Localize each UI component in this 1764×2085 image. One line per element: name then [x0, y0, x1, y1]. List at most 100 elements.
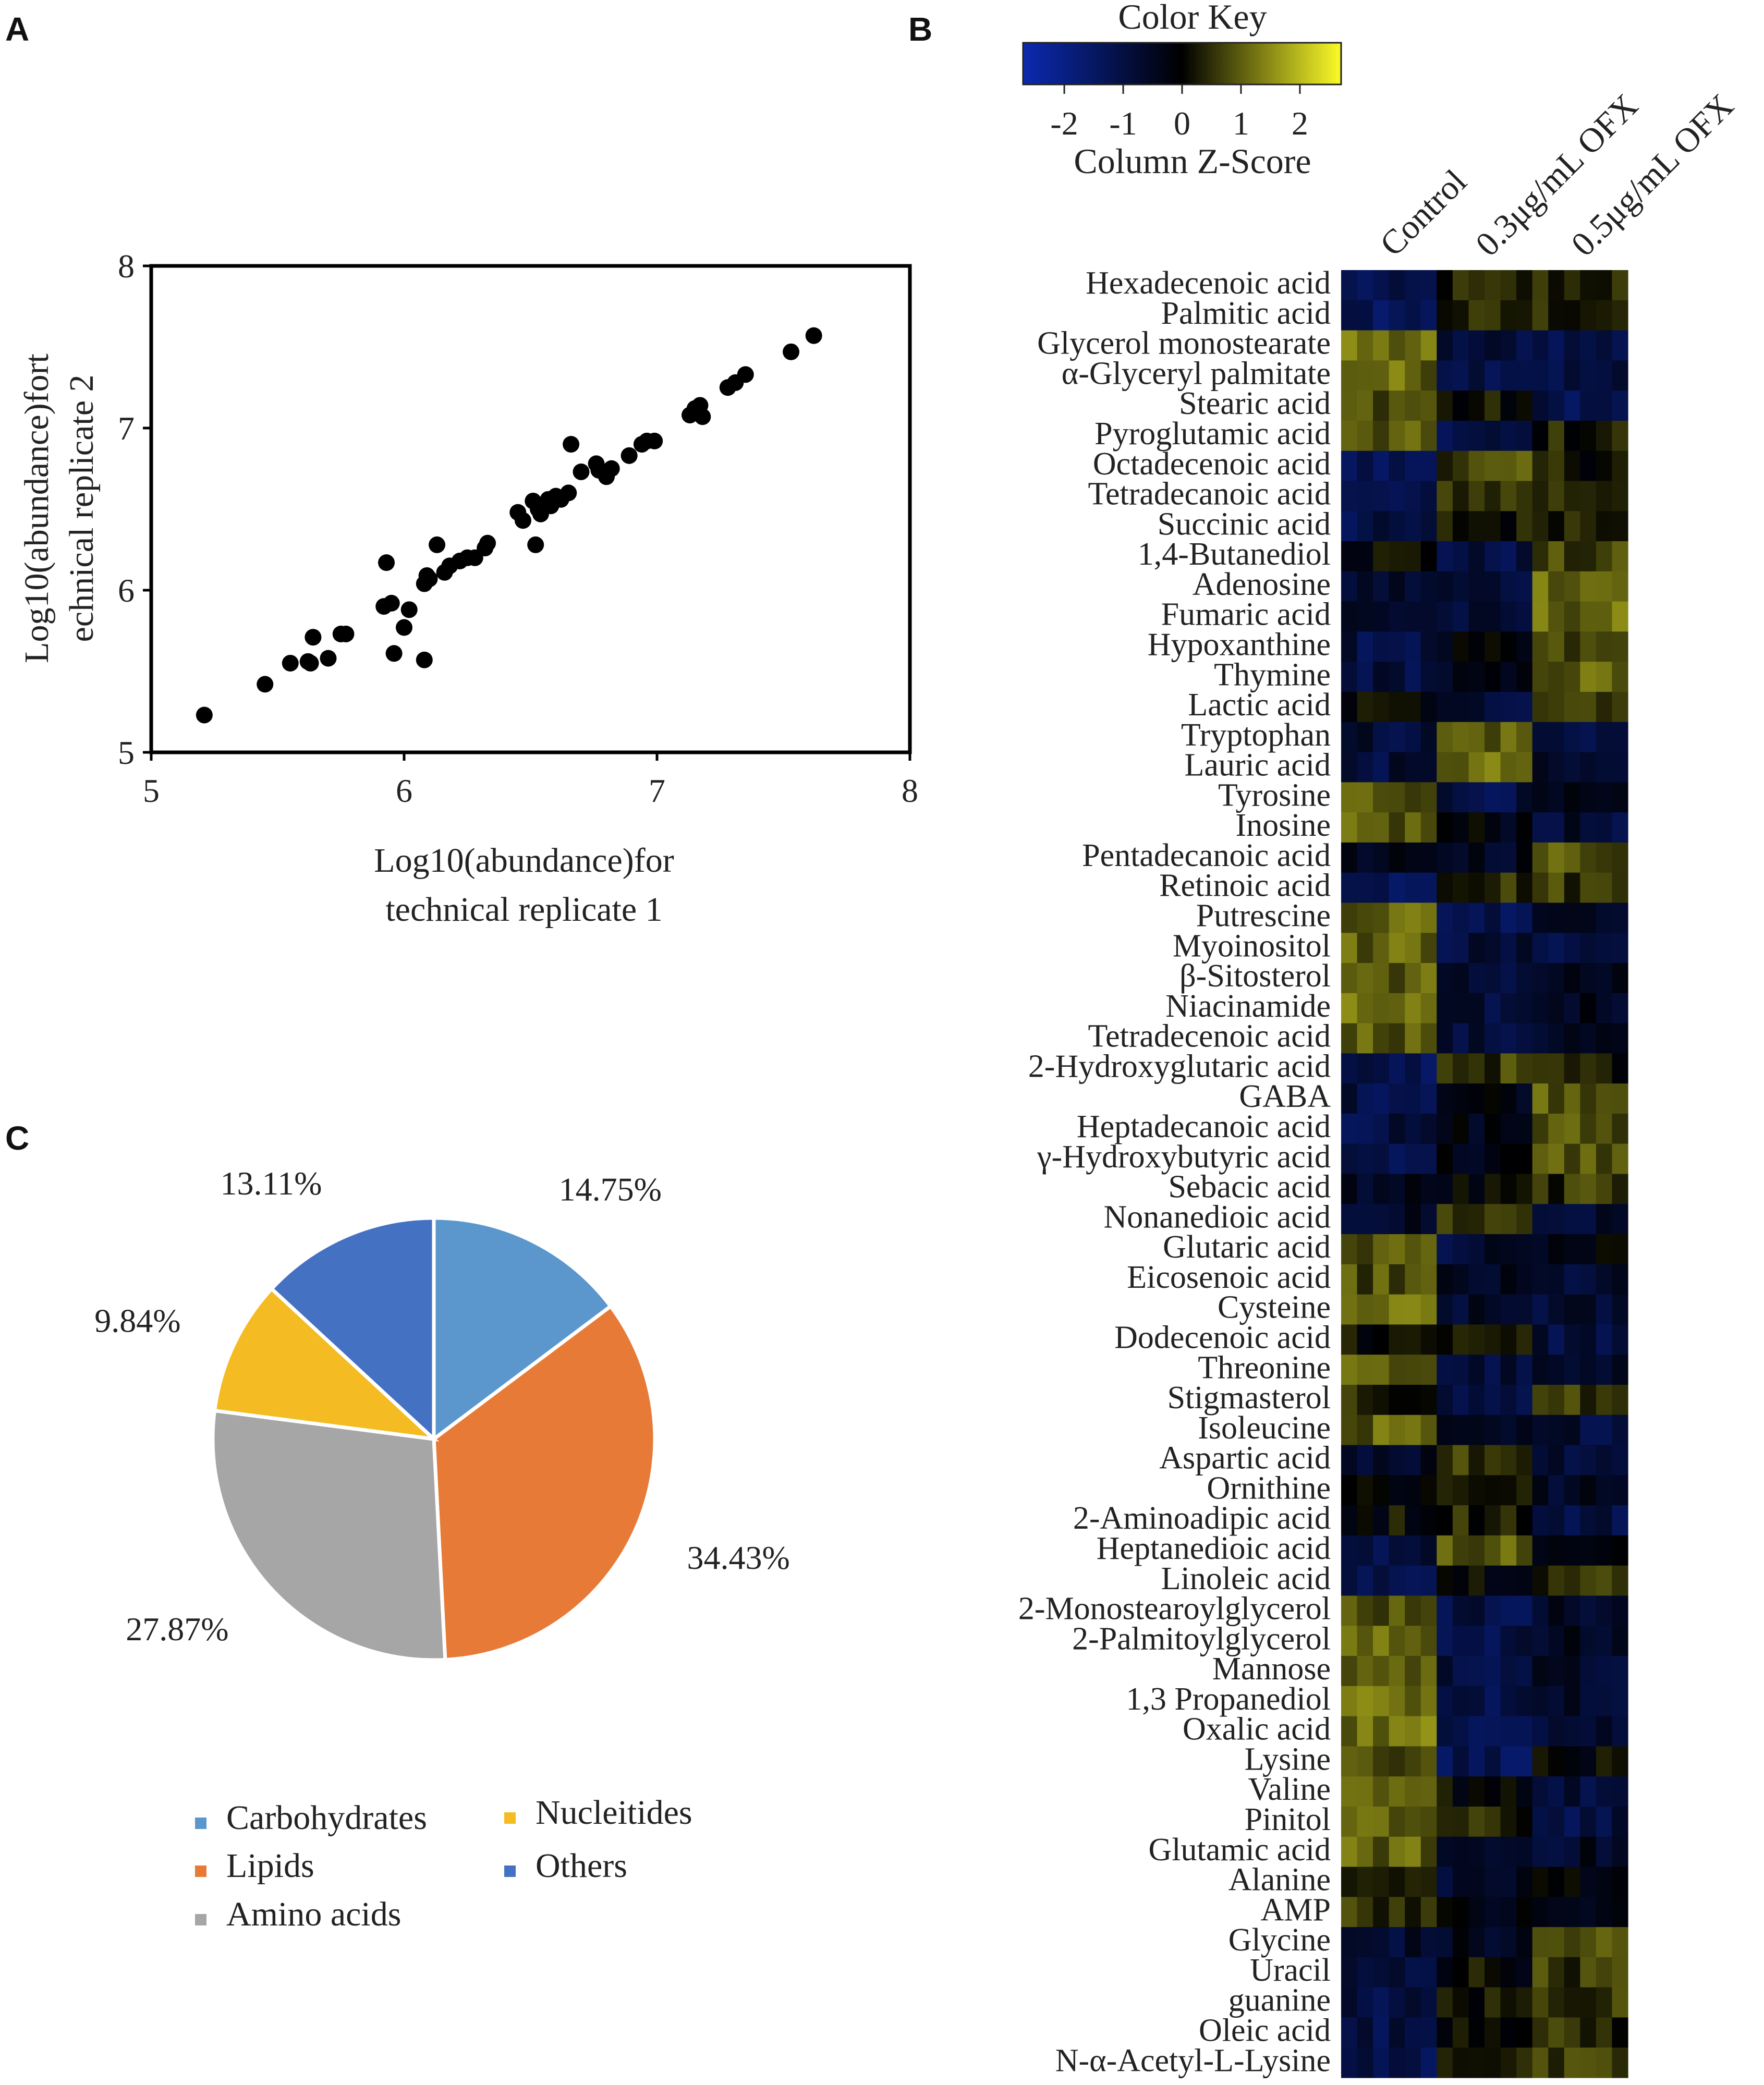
heatmap-cell [1548, 993, 1565, 1024]
heatmap-cell [1548, 1867, 1565, 1897]
heatmap-cell [1452, 1927, 1469, 1958]
heatmap-cell [1612, 1264, 1628, 1295]
heatmap-cell [1596, 1897, 1613, 1928]
heatmap-cell [1468, 631, 1485, 662]
heatmap-cell [1452, 722, 1469, 753]
heatmap-cell [1485, 993, 1501, 1024]
heatmap-cell [1485, 481, 1501, 511]
heatmap-cell [1468, 1264, 1485, 1295]
heatmap-cell [1500, 1867, 1517, 1897]
heatmap-cell [1405, 872, 1421, 904]
heatmap-cell [1612, 722, 1628, 753]
heatmap-cell [1548, 450, 1565, 482]
scatter-chart: 5 6 7 8 5 6 7 8 Log10(abundance)for technical r… [18, 248, 918, 929]
heatmap-cell [1389, 270, 1405, 301]
heatmap-cell [1357, 1355, 1373, 1385]
heatmap-cell [1405, 1746, 1421, 1777]
heatmap-cell [1420, 511, 1437, 542]
heatmap-cell [1485, 330, 1501, 361]
heatmap-cell [1420, 662, 1437, 692]
heatmap-cell [1500, 722, 1517, 753]
heatmap-cell [1341, 1746, 1358, 1777]
heatmap-cell [1564, 1867, 1580, 1897]
heatmap-cell [1452, 1475, 1469, 1506]
heatmap-cell [1452, 1415, 1469, 1446]
heatmap-row-label: Adenosine [1193, 567, 1331, 602]
heatmap-cell [1500, 511, 1517, 542]
heatmap-cell [1437, 1957, 1453, 1988]
heatmap-cell [1468, 842, 1485, 873]
heatmap-cell [1548, 1384, 1565, 1416]
heatmap-cell [1405, 631, 1421, 662]
heatmap-cell [1452, 360, 1469, 391]
heatmap-cell [1580, 1445, 1597, 1476]
heatmap-cell [1357, 662, 1373, 692]
x-tick-label: 5 [143, 772, 160, 809]
scatter-point [385, 645, 403, 662]
heatmap-cell [1357, 1656, 1373, 1687]
heatmap-cell [1341, 1686, 1358, 1717]
heatmap-cell [1420, 391, 1437, 421]
scatter-point [302, 654, 319, 672]
heatmap-cell [1357, 420, 1373, 452]
heatmap-cell [1437, 450, 1453, 482]
heatmap-row-label: Linoleic acid [1161, 1561, 1331, 1596]
scatter-point [603, 460, 620, 477]
heatmap-cell [1437, 1264, 1453, 1295]
heatmap-cell [1437, 1204, 1453, 1235]
heatmap-cell [1389, 1174, 1405, 1204]
heatmap-cell [1452, 2047, 1469, 2078]
heatmap-row-label: Putrescine [1196, 898, 1331, 934]
heatmap-cell [1389, 300, 1405, 331]
heatmap-cell [1580, 571, 1597, 602]
heatmap-cell [1485, 933, 1501, 964]
heatmap-cell [1437, 1776, 1453, 1807]
heatmap-cell [1580, 903, 1597, 933]
heatmap-cell [1437, 782, 1453, 813]
heatmap-cell [1596, 722, 1613, 753]
heatmap-cell [1580, 1324, 1597, 1355]
heatmap-cell [1516, 1143, 1533, 1175]
heatmap-row-label: Stigmasterol [1167, 1380, 1331, 1416]
heatmap-cell [1500, 330, 1517, 361]
color-key-title: Color Key [1118, 0, 1267, 36]
heatmap-cell [1452, 1445, 1469, 1476]
heatmap-cell [1485, 1565, 1501, 1596]
heatmap-cell [1405, 1957, 1421, 1988]
heatmap-cell [1516, 963, 1533, 994]
heatmap-cell [1468, 1445, 1485, 1476]
heatmap-cell [1420, 1294, 1437, 1325]
heatmap-cell [1389, 1023, 1405, 1054]
heatmap-cell [1452, 782, 1469, 813]
heatmap-cell [1564, 1565, 1580, 1596]
heatmap-cell [1596, 812, 1613, 843]
heatmap-cell [1516, 722, 1533, 753]
heatmap-cell [1405, 450, 1421, 482]
heatmap-cell [1357, 1746, 1373, 1777]
heatmap-cell [1420, 1776, 1437, 1807]
heatmap-cell [1532, 2047, 1549, 2078]
pie-slice [212, 1286, 440, 1442]
heatmap-row-label: Valine [1248, 1772, 1331, 1807]
heatmap-cell [1564, 450, 1580, 482]
heatmap-cell [1612, 1535, 1628, 1566]
heatmap-cell [1452, 1174, 1469, 1204]
heatmap-row-label: Heptanedioic acid [1097, 1531, 1331, 1566]
heatmap-cell [1389, 963, 1405, 994]
heatmap-cell [1612, 1234, 1628, 1265]
heatmap-cell [1420, 872, 1437, 904]
heatmap-cell [1405, 1264, 1421, 1295]
heatmap-cell [1357, 872, 1373, 904]
heatmap-cell [1516, 1083, 1533, 1114]
heatmap-cell [1548, 1264, 1565, 1295]
heatmap-cell [1564, 270, 1580, 301]
heatmap-cell [1468, 541, 1485, 572]
color-key-axis-label: Column Z-Score [1074, 141, 1311, 181]
heatmap-cell [1341, 903, 1358, 933]
heatmap-cell [1468, 752, 1485, 783]
heatmap-cell [1389, 450, 1405, 482]
heatmap-cell [1357, 1083, 1373, 1114]
heatmap-cell [1485, 1113, 1501, 1144]
heatmap-cell [1357, 330, 1373, 361]
heatmap-cell [1357, 1897, 1373, 1928]
